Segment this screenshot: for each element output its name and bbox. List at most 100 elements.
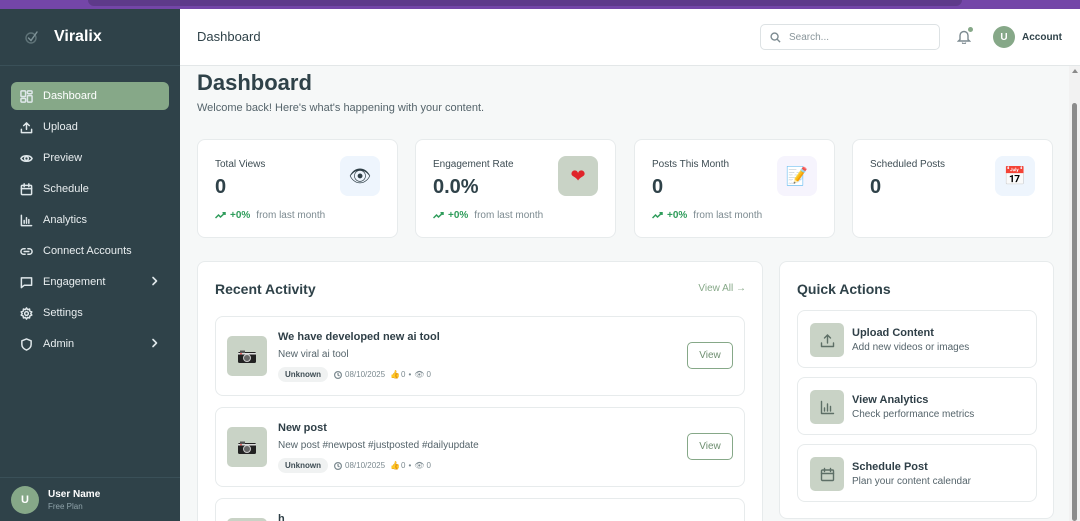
sidebar-item-settings[interactable]: Settings xyxy=(11,299,169,327)
view-button[interactable]: View xyxy=(687,433,733,460)
stat-value: 0 xyxy=(652,176,664,198)
stat-card-posts-this-month: Posts This Month 0 +0% from last month 📝 xyxy=(634,139,835,238)
sidebar-item-engagement[interactable]: Engagement xyxy=(11,268,169,296)
camera-icon xyxy=(227,518,267,521)
activity-meta: Unknown 08/10/2025 👍 0 • 👁 0 xyxy=(278,367,431,382)
gear-icon xyxy=(20,306,33,320)
stat-trend: +0% from last month xyxy=(215,210,325,221)
stat-card-scheduled-posts: Scheduled Posts 0 📅 xyxy=(852,139,1053,238)
camera-icon xyxy=(227,427,267,467)
platform-badge: Unknown xyxy=(278,458,328,473)
heart-icon: ❤ xyxy=(558,156,598,196)
view-all-link[interactable]: View All → xyxy=(698,283,746,294)
quick-action-description: Check performance metrics xyxy=(852,409,975,420)
sidebar-item-dashboard[interactable]: Dashboard xyxy=(11,82,169,110)
memo-icon: 📝 xyxy=(777,156,817,196)
stat-card-engagement-rate: Engagement Rate 0.0% +0% from last month… xyxy=(415,139,616,238)
thumbs-up-icon: 👍 xyxy=(390,370,401,379)
sidebar-item-admin[interactable]: Admin xyxy=(11,330,169,358)
account-menu[interactable]: U Account xyxy=(993,26,1062,48)
upload-icon xyxy=(20,121,33,133)
clock-icon xyxy=(334,370,342,379)
sidebar-item-upload[interactable]: Upload xyxy=(11,113,169,141)
sidebar-item-preview[interactable]: Preview xyxy=(11,144,169,172)
search-input[interactable] xyxy=(789,31,919,43)
sidebar-item-label: Analytics xyxy=(43,214,88,226)
quick-action-upload-content[interactable]: Upload Content Add new videos or images xyxy=(797,310,1037,368)
link-icon xyxy=(20,247,33,255)
sidebar-item-label: Dashboard xyxy=(43,90,97,102)
user-name: User Name xyxy=(48,488,101,500)
sidebar-item-analytics[interactable]: Analytics xyxy=(11,206,169,234)
sidebar-item-connect-accounts[interactable]: Connect Accounts xyxy=(11,237,169,265)
browser-tab-bar xyxy=(88,0,962,6)
notification-dot xyxy=(968,27,973,32)
quick-action-description: Add new videos or images xyxy=(852,342,970,353)
dashboard-grid-icon xyxy=(20,89,33,103)
activity-description: New viral ai tool xyxy=(278,349,349,360)
platform-badge: Unknown xyxy=(278,367,328,382)
brand[interactable]: Viralix xyxy=(0,9,180,66)
quick-action-description: Plan your content calendar xyxy=(852,476,971,487)
stat-label: Scheduled Posts xyxy=(870,159,946,170)
quick-action-schedule-post[interactable]: Schedule Post Plan your content calendar xyxy=(797,444,1037,502)
chevron-right-icon xyxy=(152,276,158,286)
search-icon xyxy=(770,31,781,43)
shield-icon xyxy=(21,337,32,351)
eye-icon: 👁 xyxy=(414,461,425,470)
sidebar: Viralix Dashboard Upload Preview Schedul… xyxy=(0,9,180,521)
page-subtitle: Welcome back! Here's what's happening wi… xyxy=(197,102,485,114)
account-label: Account xyxy=(1022,31,1062,43)
bell-icon xyxy=(956,30,972,45)
activity-title: New post xyxy=(278,422,327,434)
stat-trend: +0% from last month xyxy=(652,210,762,221)
stat-card-total-views: Total Views 0 +0% from last month 👁 xyxy=(197,139,398,238)
eye-icon: 👁 xyxy=(340,156,380,196)
app-name: Viralix xyxy=(54,28,102,45)
trending-up-icon xyxy=(215,212,226,219)
sidebar-item-label: Upload xyxy=(43,121,78,133)
search-box[interactable] xyxy=(760,24,940,50)
main-content: Dashboard Welcome back! Here's what's ha… xyxy=(180,66,1069,521)
sidebar-item-label: Settings xyxy=(43,307,83,319)
bar-chart-icon xyxy=(820,400,834,414)
thumbs-up-icon: 👍 xyxy=(390,461,401,470)
stat-value: 0 xyxy=(870,176,882,198)
clock-icon xyxy=(334,461,342,470)
scrollbar-thumb[interactable] xyxy=(1072,103,1077,521)
chevron-right-icon xyxy=(152,338,158,348)
sidebar-item-label: Schedule xyxy=(43,183,89,195)
trending-up-icon xyxy=(433,212,444,219)
top-header: Dashboard U Account xyxy=(180,9,1080,66)
sidebar-item-label: Admin xyxy=(43,338,75,350)
quick-action-view-analytics[interactable]: View Analytics Check performance metrics xyxy=(797,377,1037,435)
logo-icon xyxy=(25,31,38,44)
scroll-up-arrow-icon[interactable] xyxy=(1072,69,1078,73)
message-square-icon xyxy=(20,276,33,288)
activity-item: We have developed new ai tool New viral … xyxy=(215,316,745,396)
sidebar-item-label: Preview xyxy=(43,152,83,164)
notifications-button[interactable] xyxy=(956,27,973,45)
view-button[interactable]: View xyxy=(687,342,733,369)
section-title: Quick Actions xyxy=(797,281,891,297)
calendar-icon: 📅 xyxy=(995,156,1035,196)
eye-icon xyxy=(20,154,33,162)
sidebar-user-profile[interactable]: U User Name Free Plan xyxy=(0,477,180,521)
stat-label: Total Views xyxy=(215,159,266,170)
sidebar-item-schedule[interactable]: Schedule xyxy=(11,175,169,203)
page-scrollbar[interactable] xyxy=(1069,66,1080,521)
stat-value: 0 xyxy=(215,176,227,198)
activity-meta: Unknown 08/10/2025 👍 0 • 👁 0 xyxy=(278,458,431,473)
calendar-icon xyxy=(820,467,834,481)
activity-item: New post New post #newpost #justposted #… xyxy=(215,407,745,487)
sidebar-nav: Dashboard Upload Preview Schedule Analyt… xyxy=(0,66,180,358)
stat-value: 0.0% xyxy=(433,176,479,198)
activity-description: New post #newpost #justposted #dailyupda… xyxy=(278,440,479,451)
stat-label: Posts This Month xyxy=(652,159,730,170)
user-plan: Free Plan xyxy=(48,501,83,511)
header-title: Dashboard xyxy=(197,29,261,44)
avatar: U xyxy=(11,485,39,514)
section-title: Recent Activity xyxy=(215,281,316,297)
upload-icon xyxy=(820,333,834,347)
activity-item: h xyxy=(215,498,745,521)
